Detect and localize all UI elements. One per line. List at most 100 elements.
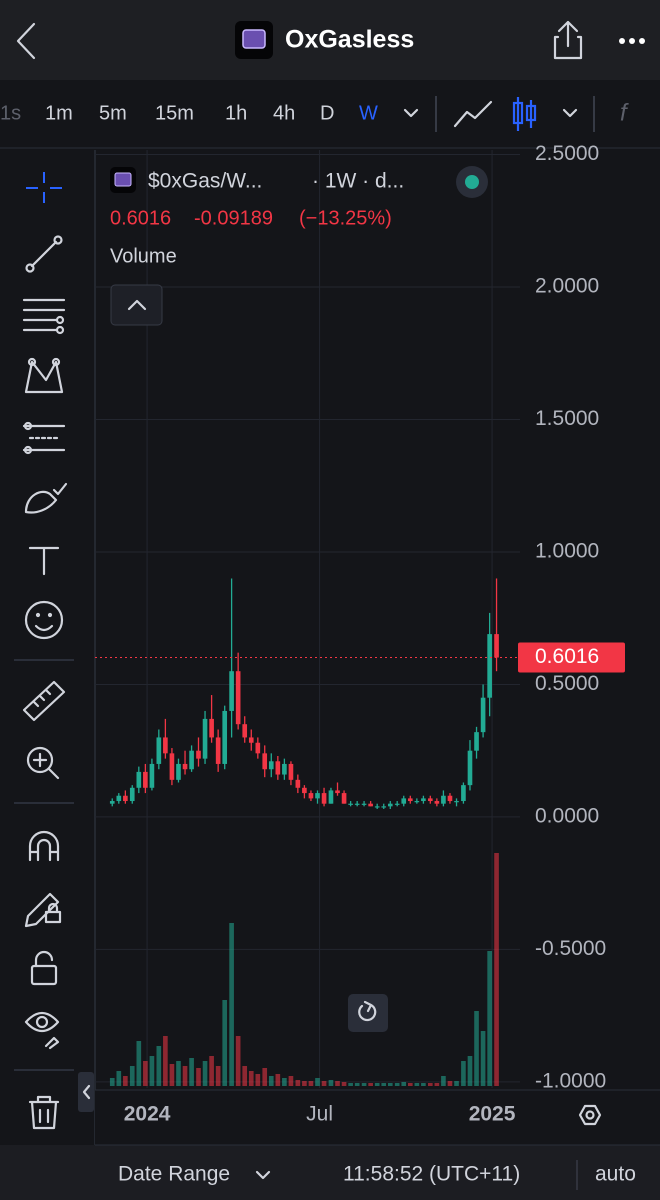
candle-body [196, 750, 201, 759]
last-price-label: 0.6016 [535, 645, 599, 668]
candle-body [368, 803, 373, 807]
volume-bar [480, 1031, 486, 1086]
collapse-legend-button[interactable] [110, 284, 163, 326]
candle-chart-button[interactable] [512, 97, 537, 131]
candle-body [381, 806, 387, 808]
more-button[interactable] [619, 38, 645, 44]
volume-bar [302, 1081, 307, 1086]
auto-scale-button[interactable]: auto [595, 1163, 636, 1186]
price-pane [109, 578, 499, 809]
zoom-tool[interactable] [26, 746, 60, 780]
volume-bar [163, 1036, 168, 1086]
back-button[interactable] [16, 22, 36, 60]
candle-body [123, 795, 128, 802]
pattern-tool[interactable] [24, 357, 64, 394]
volume-bar [454, 1081, 459, 1086]
volume-bar [196, 1068, 201, 1086]
volume-bar [341, 1082, 347, 1086]
candle-body [414, 801, 420, 803]
timeframe[interactable]: 4h [273, 102, 295, 124]
candle-body [480, 697, 486, 733]
candle-body [215, 737, 221, 764]
token-icon [235, 21, 273, 59]
candle-body [387, 803, 393, 807]
axis-settings-icon [585, 1110, 595, 1120]
volume-bar [242, 1066, 248, 1086]
timeframe[interactable]: 15m [155, 102, 194, 124]
price-axis: 2.5000 2.0000 1.5000 1.0000 0.5000 0.0000 -0.5… [535, 142, 606, 1092]
candle-body [454, 801, 459, 803]
header-bar [0, 0, 660, 80]
volume-bar [461, 1061, 466, 1086]
candle-body [341, 793, 347, 804]
reset-button[interactable] [348, 994, 388, 1032]
axis-settings-button[interactable] [578, 1104, 602, 1126]
candle-body [109, 801, 115, 804]
candle-body [136, 771, 142, 788]
footer-bar [0, 1145, 660, 1200]
volume-bar [176, 1061, 181, 1086]
volume-bar [467, 1056, 473, 1086]
candle-body [494, 634, 499, 658]
lock-drawings-tool[interactable] [24, 892, 62, 928]
line-chart-button[interactable] [453, 100, 493, 128]
volume-bar [143, 1061, 148, 1086]
candle-body [235, 671, 241, 725]
volume-bar [169, 1064, 175, 1086]
text-tool[interactable] [28, 546, 60, 576]
timeframe[interactable]: 1h [225, 102, 247, 124]
candle-body [374, 806, 380, 808]
brush-tool[interactable] [24, 482, 68, 514]
volume-bar [494, 853, 499, 1086]
candle-body [321, 793, 327, 804]
visibility-tool[interactable] [24, 1011, 60, 1050]
crosshair-tool[interactable] [26, 172, 62, 203]
indicators-button[interactable]: f [620, 99, 629, 126]
volume-bar [275, 1074, 281, 1086]
y-tick-label: 0.5000 [535, 672, 599, 695]
prediction-tool[interactable] [22, 421, 66, 455]
lock-tool[interactable] [30, 950, 58, 986]
timeframe[interactable]: 5m [99, 102, 127, 124]
emoji-tool[interactable] [24, 600, 64, 640]
volume-bar [387, 1083, 393, 1086]
volume-bar [441, 1076, 446, 1086]
magnet-tool[interactable] [28, 830, 60, 862]
symbol-name[interactable]: $0xGas/W... [148, 170, 262, 193]
candle-body [447, 795, 453, 802]
collapse-toolbar-button[interactable] [78, 1072, 94, 1112]
date-range-button[interactable]: Date Range [118, 1163, 230, 1186]
symbol-interval: · 1W · d... [312, 170, 404, 193]
chart-type-dropdown[interactable] [562, 108, 578, 118]
timeframe[interactable]: 1m [45, 102, 73, 124]
volume-bar [149, 1056, 155, 1086]
volume-pane [109, 853, 499, 1086]
legend-change-percent: (−13.25%) [299, 207, 392, 229]
timeframe-dropdown[interactable] [403, 108, 419, 118]
volume-bar [447, 1081, 453, 1086]
timeframe[interactable]: W [359, 102, 378, 124]
symbol-icon [110, 167, 136, 193]
y-tick-label: 0.0000 [535, 804, 599, 827]
candle-body [143, 771, 148, 788]
share-button[interactable] [553, 20, 583, 60]
last-price-box [518, 642, 625, 673]
candle-body [474, 732, 479, 751]
volume-bar [255, 1074, 261, 1086]
trend-line-tool[interactable] [25, 235, 63, 273]
fib-tool[interactable] [22, 298, 66, 335]
clock: 11:58:52 (UTC+11) [343, 1163, 520, 1186]
volume-bar [182, 1066, 188, 1086]
candle-body [169, 753, 175, 780]
date-range-dropdown[interactable] [255, 1170, 271, 1180]
timeframe[interactable]: 1s [0, 102, 21, 124]
volume-bar [321, 1081, 327, 1086]
delete-tool[interactable] [28, 1095, 60, 1130]
volume-bar [229, 923, 234, 1086]
ruler-tool[interactable] [22, 680, 66, 722]
y-tick-label: 1.5000 [535, 407, 599, 430]
volume-bar [328, 1080, 334, 1086]
candle-body [315, 793, 320, 799]
timeframe[interactable]: D [320, 102, 334, 124]
